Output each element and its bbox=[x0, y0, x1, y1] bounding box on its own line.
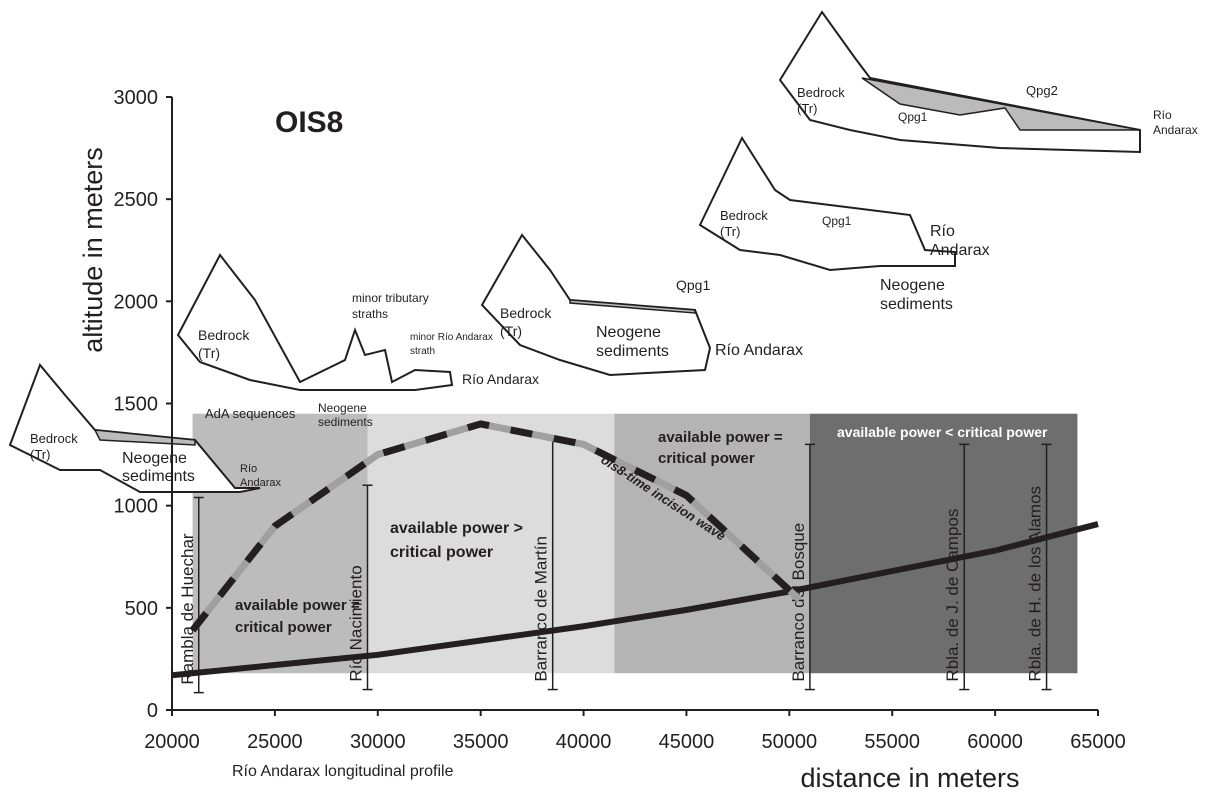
annotation: RíoAndarax bbox=[1153, 108, 1198, 137]
annotation-line: available power > bbox=[390, 520, 523, 537]
annotation-line: Bedrock bbox=[198, 327, 250, 343]
y-tick-label: 1000 bbox=[114, 496, 159, 518]
annotation-line: Qpg1 bbox=[898, 110, 928, 124]
y-tick-label: 500 bbox=[125, 598, 158, 620]
tributary-label: Rbla. de H. de los Alamos bbox=[1026, 486, 1045, 682]
annotation: Qpg1 bbox=[676, 277, 710, 293]
y-tick-label: 3000 bbox=[114, 87, 159, 109]
x-tick-label: 55000 bbox=[864, 731, 920, 753]
y-tick-label: 2500 bbox=[114, 189, 159, 211]
x-tick-label: 40000 bbox=[556, 731, 612, 753]
annotation-line: (Tr) bbox=[198, 345, 220, 361]
annotation-line: Andarax bbox=[240, 477, 281, 489]
annotation-line: Qpg1 bbox=[822, 214, 852, 228]
annotation-line: sediments bbox=[122, 468, 195, 485]
annotation-line: sediments bbox=[880, 296, 953, 313]
y-tick-label: 0 bbox=[147, 700, 158, 722]
annotation-line: Río bbox=[930, 223, 955, 240]
annotation-line: Qpg1 bbox=[676, 277, 710, 293]
annotation-line: Río bbox=[240, 463, 257, 475]
x-tick-label: 20000 bbox=[144, 731, 200, 753]
annotation: Río Andarax bbox=[462, 371, 539, 387]
annotation-line: available power = bbox=[658, 429, 783, 446]
annotation: Neogene sediments bbox=[880, 277, 953, 313]
annotation: AdA sequences bbox=[205, 406, 296, 421]
annotation-line: Neogene bbox=[122, 450, 187, 467]
annotation-line: Bedrock bbox=[500, 305, 552, 321]
annotation: minor Río Andarax strath bbox=[410, 332, 493, 357]
x-tick-label: 60000 bbox=[967, 731, 1023, 753]
annotation-line: straths bbox=[352, 307, 388, 321]
annotation: Río Andarax bbox=[930, 223, 990, 259]
annotation-line: Neogene bbox=[318, 401, 367, 415]
annotation: Río Andarax longitudinal profile bbox=[232, 763, 454, 780]
annotation-line: critical power bbox=[235, 619, 332, 636]
x-axis-label: distance in meters bbox=[800, 763, 1019, 793]
annotation-line: Bedrock bbox=[720, 208, 768, 223]
tributary-label: Río Nacimiento bbox=[346, 565, 365, 681]
annotation-line: Neogene bbox=[880, 277, 945, 294]
sketch-section bbox=[178, 255, 452, 390]
annotation: Río Andarax bbox=[715, 342, 803, 359]
annotation-line: Andarax bbox=[1153, 123, 1198, 137]
annotation-line: sediments bbox=[318, 415, 373, 429]
annotation: OIS8 bbox=[275, 106, 343, 139]
annotation-line: (Tr) bbox=[797, 101, 817, 116]
annotation-line: (Tr) bbox=[500, 323, 522, 339]
annotation-line: critical power bbox=[658, 450, 755, 467]
y-axis-label: altitude in meters bbox=[78, 147, 108, 353]
annotation-line: Río Andarax bbox=[462, 371, 539, 387]
figure: 0 500 1000 1500 2000 2500 3000 20000 25000 30000 3… bbox=[0, 0, 1213, 793]
annotation-line: OIS8 bbox=[275, 106, 343, 139]
annotation: Qpg1 bbox=[898, 110, 928, 124]
tributary-label: Rambla de Huechar bbox=[178, 533, 197, 685]
annotation-line: Bedrock bbox=[797, 85, 845, 100]
annotation-line: Río bbox=[1153, 108, 1172, 122]
x-tick-label: 65000 bbox=[1070, 731, 1126, 753]
annotation-line: Bedrock bbox=[30, 431, 78, 446]
tributary-label: Barranco de Martín bbox=[532, 536, 551, 682]
sketch-section bbox=[780, 12, 1140, 152]
annotation-line: Río Andarax bbox=[715, 342, 803, 359]
annotation-line: minor tributary bbox=[352, 291, 429, 305]
annotation: minor tributary straths bbox=[352, 291, 429, 321]
x-tick-label: 50000 bbox=[762, 731, 818, 753]
tributary-label: Barranco del Bosque bbox=[789, 523, 808, 682]
y-tick-label: 1500 bbox=[114, 394, 159, 416]
annotation-line: (Tr) bbox=[30, 447, 50, 462]
annotation-line: Andarax bbox=[930, 242, 990, 259]
annotation-line: (Tr) bbox=[720, 224, 740, 239]
annotation: available power < critical power bbox=[837, 424, 1048, 440]
y-tick-label: 2000 bbox=[114, 291, 159, 313]
x-tick-label: 35000 bbox=[453, 731, 509, 753]
annotation-line: minor Río Andarax bbox=[410, 332, 493, 343]
sketch-section bbox=[700, 138, 955, 270]
annotation-line: sediments bbox=[596, 343, 669, 360]
annotation-line: AdA sequences bbox=[205, 406, 296, 421]
annotation-line: available power = bbox=[235, 597, 360, 614]
x-tick-label: 25000 bbox=[247, 731, 303, 753]
annotation-line: Río Andarax longitudinal profile bbox=[232, 763, 454, 780]
annotation: Qpg2 bbox=[1026, 83, 1058, 98]
annotation-line: Qpg2 bbox=[1026, 83, 1058, 98]
x-tick-label: 45000 bbox=[659, 731, 715, 753]
annotation: Qpg1 bbox=[822, 214, 852, 228]
annotation-line: strath bbox=[410, 346, 435, 357]
annotation-line: available power < critical power bbox=[837, 424, 1048, 440]
annotation-line: Neogene bbox=[596, 324, 661, 341]
tributary-label: Rbla. de J. de Campos bbox=[943, 509, 962, 682]
annotation-line: critical power bbox=[390, 544, 493, 561]
x-tick-label: 30000 bbox=[350, 731, 406, 753]
